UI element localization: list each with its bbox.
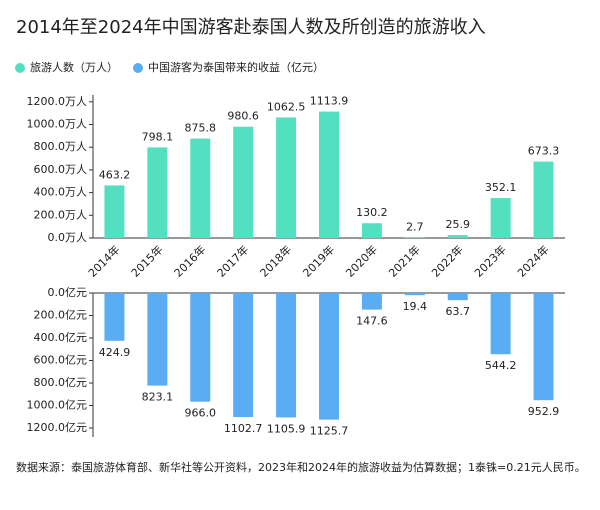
bar <box>190 138 211 238</box>
y-tick-label: 400.0亿元 <box>34 331 88 344</box>
y-tick-label: 1000.0亿元 <box>27 399 88 412</box>
x-tick-label: 2019年 <box>300 242 337 279</box>
data-label: 673.3 <box>528 145 560 158</box>
x-tick-label: 2017年 <box>214 242 251 279</box>
data-label: 1102.7 <box>224 422 263 435</box>
y-tick-label: 0.0万人 <box>48 231 88 244</box>
bar <box>276 293 297 418</box>
x-tick-label: 2023年 <box>471 242 508 279</box>
bar <box>147 147 168 238</box>
y-tick-label: 1000.0万人 <box>27 118 88 131</box>
bar <box>147 293 168 386</box>
y-tick-label: 600.0亿元 <box>34 354 88 367</box>
data-label: 2.7 <box>406 221 424 234</box>
data-label: 1062.5 <box>267 100 306 113</box>
data-label: 1113.9 <box>310 95 349 108</box>
data-label: 424.9 <box>99 346 131 359</box>
bar <box>233 293 254 418</box>
data-label: 25.9 <box>445 218 470 231</box>
bar <box>319 111 339 238</box>
x-tick-label: 2020年 <box>343 242 380 279</box>
data-label: 544.2 <box>485 359 517 372</box>
data-label: 463.2 <box>99 168 131 181</box>
bar <box>404 293 425 296</box>
data-label: 980.6 <box>227 110 259 123</box>
legend-marker <box>15 63 25 73</box>
bar <box>533 293 554 401</box>
bar <box>490 293 511 355</box>
bar <box>447 235 468 238</box>
bar <box>533 161 554 238</box>
legend-marker <box>133 63 143 73</box>
bar <box>104 293 125 341</box>
x-tick-label: 2022年 <box>428 242 465 279</box>
source-note: 数据来源：泰国旅游体育部、新华社等公开资料，2023年和2024年的旅游收益为估… <box>16 461 586 474</box>
data-label: 19.4 <box>403 300 428 313</box>
data-label: 352.1 <box>485 181 517 194</box>
data-label: 1105.9 <box>267 422 306 435</box>
data-label: 966.0 <box>185 407 217 420</box>
y-tick-label: 400.0万人 <box>34 186 88 199</box>
bar <box>276 117 297 238</box>
legend-label: 旅游人数（万人） <box>30 60 118 74</box>
y-tick-label: 600.0万人 <box>34 163 88 176</box>
x-tick-label: 2018年 <box>257 242 294 279</box>
bar <box>361 223 382 238</box>
x-tick-label: 2015年 <box>128 242 165 279</box>
chart: 2014年至2024年中国游客赴泰国人数及所创造的旅游收入 旅游人数（万人） 中国… <box>15 17 565 438</box>
x-tick-label: 2014年 <box>85 242 122 279</box>
y-tick-label: 1200.0亿元 <box>27 421 88 434</box>
bar <box>104 185 125 238</box>
bar <box>490 198 511 238</box>
data-label: 875.8 <box>185 122 217 135</box>
data-label: 1125.7 <box>310 425 349 438</box>
data-label: 823.1 <box>142 391 174 404</box>
bar <box>361 293 382 310</box>
data-label: 952.9 <box>528 405 560 418</box>
data-label: 798.1 <box>142 130 174 143</box>
bar <box>233 126 254 238</box>
y-tick-label: 200.0万人 <box>34 208 88 221</box>
x-tick-label: 2021年 <box>386 242 423 279</box>
bar <box>319 293 339 420</box>
data-label: 130.2 <box>356 206 388 219</box>
chart-title: 2014年至2024年中国游客赴泰国人数及所创造的旅游收入 <box>16 17 486 38</box>
y-tick-label: 1200.0万人 <box>27 95 88 108</box>
data-label: 147.6 <box>356 315 388 328</box>
x-tick-label: 2016年 <box>171 242 208 279</box>
data-label: 63.7 <box>445 305 470 318</box>
y-tick-label: 0.0亿元 <box>48 286 88 299</box>
y-tick-label: 200.0亿元 <box>34 309 88 322</box>
y-tick-label: 800.0万人 <box>34 140 88 153</box>
bar <box>447 293 468 301</box>
legend-label: 中国游客为泰国带来的收益（亿元） <box>148 60 324 74</box>
y-tick-label: 800.0亿元 <box>34 376 88 389</box>
bar <box>190 293 211 402</box>
x-tick-label: 2024年 <box>514 242 551 279</box>
